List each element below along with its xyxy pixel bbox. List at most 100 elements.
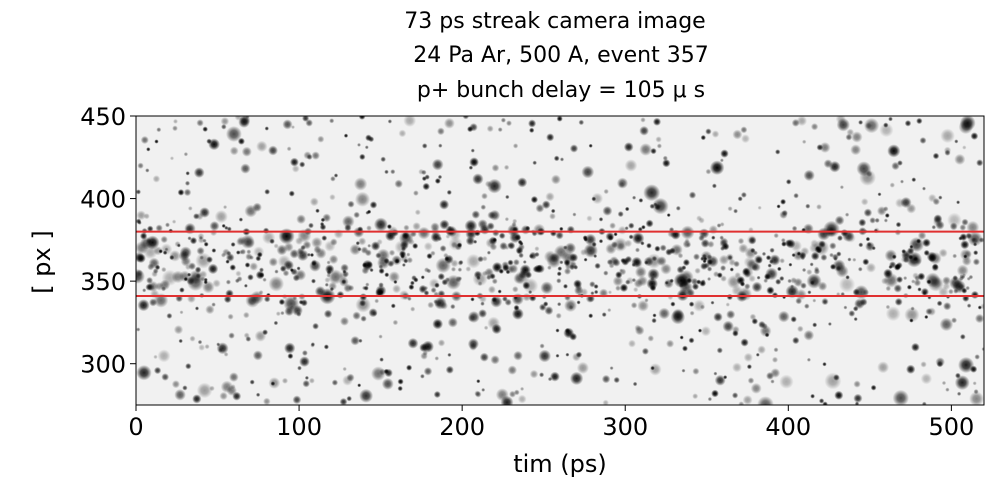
speckle	[289, 157, 299, 167]
speckle	[725, 302, 730, 307]
speckle	[956, 200, 961, 205]
speckle	[553, 244, 569, 260]
speckle	[879, 123, 894, 138]
speckle	[822, 401, 828, 405]
speckle	[444, 254, 454, 265]
speckle	[196, 246, 205, 255]
speckle	[195, 212, 204, 221]
speckle	[472, 173, 484, 185]
speckle	[888, 116, 893, 122]
speckle	[184, 180, 191, 186]
speckle	[258, 290, 264, 295]
speckle	[544, 306, 554, 316]
speckle	[952, 253, 958, 259]
speckle	[179, 310, 184, 315]
speckle	[419, 343, 429, 353]
speckle	[249, 379, 255, 385]
speckle	[932, 263, 939, 271]
speckle	[581, 165, 595, 179]
speckle	[408, 284, 415, 291]
speckle	[945, 387, 950, 392]
speckle	[214, 210, 228, 224]
speckle	[427, 301, 435, 309]
speckle	[532, 160, 537, 166]
speckle	[437, 339, 446, 347]
speckle	[633, 286, 639, 293]
speckle	[618, 181, 625, 188]
speckle	[594, 262, 601, 270]
speckle	[499, 232, 505, 239]
speckle	[273, 320, 279, 326]
speckle	[174, 389, 186, 401]
speckle	[612, 275, 624, 287]
speckle	[414, 209, 421, 216]
speckle	[152, 268, 159, 274]
speckle	[829, 242, 837, 250]
speckle	[742, 395, 753, 405]
speckle	[565, 352, 570, 357]
speckle	[550, 174, 561, 185]
speckle	[634, 325, 645, 336]
speckle	[378, 289, 384, 295]
speckle	[927, 307, 936, 316]
speckle	[893, 284, 903, 293]
speckle	[149, 298, 158, 307]
plot-frame	[135, 115, 985, 406]
speckle	[711, 183, 717, 189]
speckle	[276, 244, 288, 256]
speckle	[507, 365, 518, 375]
speckle	[766, 371, 774, 380]
speckle	[582, 235, 588, 241]
speckle	[136, 210, 147, 221]
speckle	[679, 335, 684, 340]
speckle	[921, 401, 927, 405]
speckle	[609, 222, 616, 230]
speckle	[852, 257, 857, 262]
speckle	[491, 296, 498, 303]
speckle	[196, 119, 204, 127]
speckle	[813, 268, 821, 275]
speckle	[917, 287, 922, 292]
speckle	[354, 191, 371, 207]
speckle	[465, 266, 472, 272]
speckle	[359, 388, 374, 403]
speckle	[759, 325, 772, 337]
speckle	[513, 350, 523, 361]
speckle	[434, 282, 440, 289]
speckle	[732, 362, 742, 373]
speckle	[255, 392, 261, 397]
speckle	[430, 287, 437, 294]
speckle	[532, 265, 540, 273]
speckle	[369, 268, 374, 273]
speckle	[529, 369, 539, 379]
speckle	[504, 217, 510, 222]
speckle	[967, 231, 983, 247]
speckle	[845, 232, 856, 243]
y-axis-label: [ px ]	[28, 230, 56, 293]
speckle	[817, 281, 828, 291]
speckle	[748, 236, 757, 245]
speckle	[797, 325, 804, 333]
speckle	[559, 226, 564, 232]
speckle	[512, 286, 519, 293]
speckle	[723, 375, 728, 380]
speckle	[360, 315, 367, 322]
speckle	[699, 279, 707, 287]
speckle	[491, 278, 498, 285]
speckle	[958, 356, 975, 374]
speckle	[911, 342, 920, 352]
speckle	[650, 276, 655, 281]
speckle	[707, 240, 715, 248]
speckle	[954, 139, 959, 144]
speckle	[586, 215, 593, 222]
speckle	[626, 276, 634, 285]
speckle	[932, 197, 940, 206]
speckle	[234, 116, 243, 121]
speckle	[827, 322, 832, 326]
speckle	[309, 252, 315, 258]
speckle	[164, 247, 169, 252]
speckle	[779, 374, 794, 389]
speckle	[638, 198, 644, 203]
speckle	[359, 153, 366, 161]
speckle	[632, 232, 645, 245]
